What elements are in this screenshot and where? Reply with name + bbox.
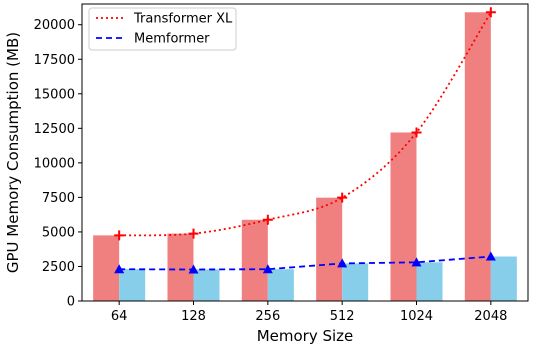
y-tick-label: 17500 [34,53,75,68]
bar-transformer-xl-128 [167,233,194,301]
point-memformer-256 [262,264,273,274]
point-memformer-1024 [411,257,422,267]
x-tick-label: 256 [255,309,280,324]
x-tick-label: 2048 [474,309,507,324]
x-tick-label: 128 [181,309,206,324]
x-tick-label: 512 [330,309,355,324]
bar-memformer-512 [342,263,369,301]
legend-label-transformer-xl: Transformer XL [133,12,233,27]
y-tick-label: 10000 [34,156,75,171]
point-transformer-xl-64 [114,230,125,241]
y-tick-label: 7500 [42,191,75,206]
point-memformer-2048 [485,251,496,261]
axes-layer [81,3,529,302]
y-tick-label: 20000 [34,18,75,33]
bar-transformer-xl-64 [93,235,120,301]
bar-transformer-xl-256 [241,219,268,301]
y-tick-label: 12500 [34,122,75,137]
plot-frame [81,3,529,302]
point-transformer-xl-128 [188,228,199,239]
bar-memformer-2048 [490,256,517,301]
bar-transformer-xl-2048 [464,12,491,302]
x-tick-label: 64 [111,309,128,324]
bar-memformer-128 [193,269,220,301]
point-memformer-128 [188,264,199,274]
bar-transformer-xl-1024 [390,132,417,301]
legend: Transformer XL Memformer [88,7,237,51]
bar-memformer-1024 [416,262,443,301]
legend-box [88,7,237,51]
bar-memformer-64 [119,269,146,301]
bar-memformer-256 [267,269,294,301]
x-tick-label: 1024 [400,309,433,324]
point-transformer-xl-2048 [485,7,496,18]
lines-layer [114,7,496,274]
point-transformer-xl-512 [337,192,348,203]
x-ticks: 64 128 256 512 1024 2048 [111,301,507,324]
y-axis-label: GPU Memory Consumption (MB) [4,32,22,273]
y-ticks: 0 2500 5000 7500 10000 12500 15000 17500 20000 [34,18,82,310]
bar-transformer-xl-512 [316,197,343,301]
point-memformer-512 [337,258,348,268]
y-tick-label: 15000 [34,87,75,102]
x-axis-label: Memory Size [257,327,354,345]
y-tick-label: 5000 [42,225,75,240]
y-tick-label: 2500 [42,260,75,275]
y-tick-label: 0 [67,295,75,310]
point-transformer-xl-256 [262,214,273,225]
bars-layer [93,12,517,302]
point-transformer-xl-1024 [411,127,422,138]
legend-label-memformer: Memformer [134,32,210,47]
line-memformer [119,255,491,271]
point-memformer-64 [114,264,125,274]
